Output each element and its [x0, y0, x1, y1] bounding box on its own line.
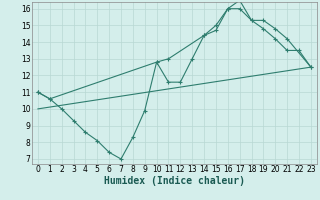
X-axis label: Humidex (Indice chaleur): Humidex (Indice chaleur) [104, 176, 245, 186]
